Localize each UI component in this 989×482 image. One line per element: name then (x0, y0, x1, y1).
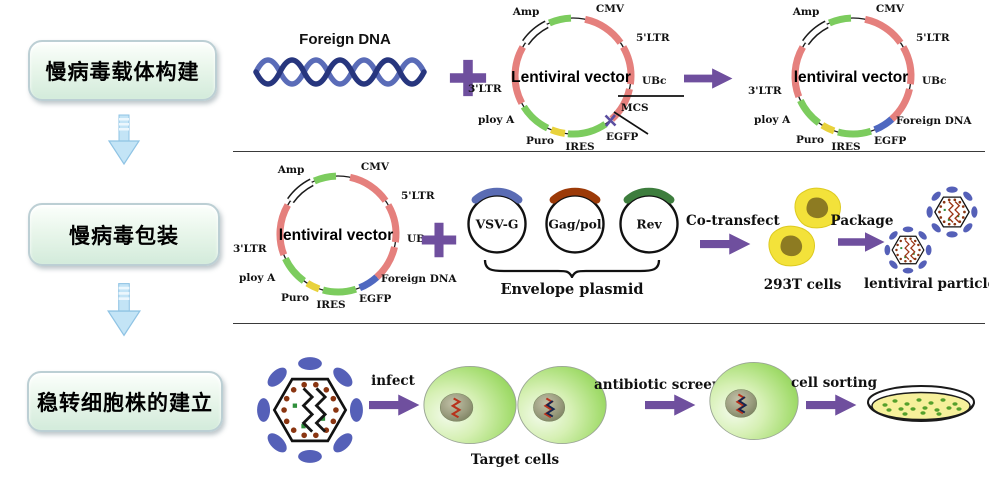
arrow-right-icon (700, 233, 751, 255)
row-divider-1 (233, 151, 985, 152)
plasmid-rev: Rev (619, 187, 679, 254)
foreign-dna-heading: Foreign DNA (299, 31, 391, 48)
target-cells-label: Target cells (470, 452, 560, 468)
label-puro: Puro (526, 135, 554, 147)
label-3ltr: 3'LTR (468, 83, 502, 95)
label-ubc: UBc (922, 75, 946, 87)
label-ires: IRES (316, 299, 345, 309)
arrow-right-icon (838, 232, 885, 252)
label-foreign-dna: Foreign DNA (381, 273, 457, 285)
plasmid-title: lentiviral vector (794, 69, 909, 86)
label-ploya: ploy A (478, 114, 515, 126)
stage-label-stable-line: 稳转细胞株的建立 (37, 391, 213, 415)
label-5ltr: 5'LTR (636, 32, 670, 44)
label-ploya: ploy A (239, 272, 276, 284)
label-3ltr: 3'LTR (233, 243, 267, 255)
lentiviral-particles-icon (883, 186, 979, 275)
plasmid-gagpol: Gag/pol (545, 187, 605, 254)
plus-icon (421, 222, 457, 258)
plus-icon (449, 59, 487, 97)
step-down-arrow-1-icon (107, 114, 141, 166)
lentivirus-particle-icon (256, 356, 364, 464)
label-amp: Amp (792, 6, 820, 18)
label-foreign-dna: Foreign DNA (896, 115, 972, 127)
plasmid-lentiviral-vector-packaging: Amp CMV 5'LTR UBc Foreign DNA EGFP IRES … (233, 161, 457, 309)
label-amp: Amp (277, 164, 305, 176)
label-ires: IRES (565, 141, 594, 151)
label-vsvg: VSV-G (475, 217, 519, 232)
293t-cells-icon (768, 187, 841, 267)
label-gagpol: Gag/pol (548, 217, 602, 232)
lentiviral-particles-label: lentiviral particles (864, 276, 989, 292)
label-egfp: EGFP (874, 135, 906, 147)
label-ploya: ploy A (754, 114, 791, 126)
label-egfp: EGFP (606, 131, 638, 143)
cell-sorting-label: cell sorting (790, 375, 878, 391)
arrow-right-icon (684, 68, 733, 89)
label-puro: Puro (281, 292, 309, 304)
label-cmv: CMV (876, 3, 905, 15)
target-cell-1 (422, 365, 518, 445)
plasmid-lentiviral-vector-empty: Amp CMV 5'LTR UBc MCS EGFP IRES Puro plo… (468, 3, 684, 151)
colony-dots (882, 398, 962, 416)
label-rev: Rev (636, 217, 662, 232)
brace-icon (483, 259, 661, 278)
label-ires: IRES (831, 141, 860, 151)
plasmid-title: Lentiviral vector (511, 69, 631, 86)
cotransfect-label: Co-transfect (686, 213, 780, 229)
envelope-plasmid-caption: Envelope plasmid (500, 281, 644, 298)
plasmid-vsvg: VSV-G (467, 187, 527, 254)
infect-label: infect (371, 373, 415, 389)
selected-cell (708, 361, 800, 441)
label-puro: Puro (796, 134, 824, 146)
label-5ltr: 5'LTR (401, 190, 435, 202)
petri-dish-icon (867, 385, 975, 422)
arrow-right-icon (369, 394, 420, 416)
package-label: Package (830, 213, 894, 229)
plasmid-lentiviral-vector-insert: Amp CMV 5'LTR UBc Foreign DNA EGFP IRES … (748, 3, 972, 151)
label-cmv: CMV (361, 161, 390, 173)
label-mcs: MCS (621, 102, 649, 114)
293t-cells-label: 293T cells (763, 277, 842, 293)
arrow-right-icon (806, 394, 857, 416)
label-cmv: CMV (596, 3, 625, 15)
label-ubc: UBc (642, 75, 666, 87)
stage-box-packaging: 慢病毒包装 (28, 203, 220, 266)
plasmid-title: lentiviral vector (279, 227, 394, 244)
step-down-arrow-2-icon (106, 283, 142, 337)
label-3ltr: 3'LTR (748, 85, 782, 97)
stage-box-construction: 慢病毒载体构建 (28, 40, 217, 101)
stage-label-packaging: 慢病毒包装 (69, 224, 179, 248)
antibiotic-screening-label: antibiotic screening (594, 377, 747, 393)
label-egfp: EGFP (359, 293, 391, 305)
stage-box-stable-line: 稳转细胞株的建立 (27, 371, 223, 432)
stage-label-construction: 慢病毒载体构建 (45, 60, 200, 84)
dna-helix-icon (253, 57, 427, 87)
row-divider-2 (233, 323, 985, 324)
arrow-right-icon (645, 394, 696, 416)
label-amp: Amp (512, 6, 540, 18)
label-5ltr: 5'LTR (916, 32, 950, 44)
mcs-site-icon (604, 114, 617, 127)
